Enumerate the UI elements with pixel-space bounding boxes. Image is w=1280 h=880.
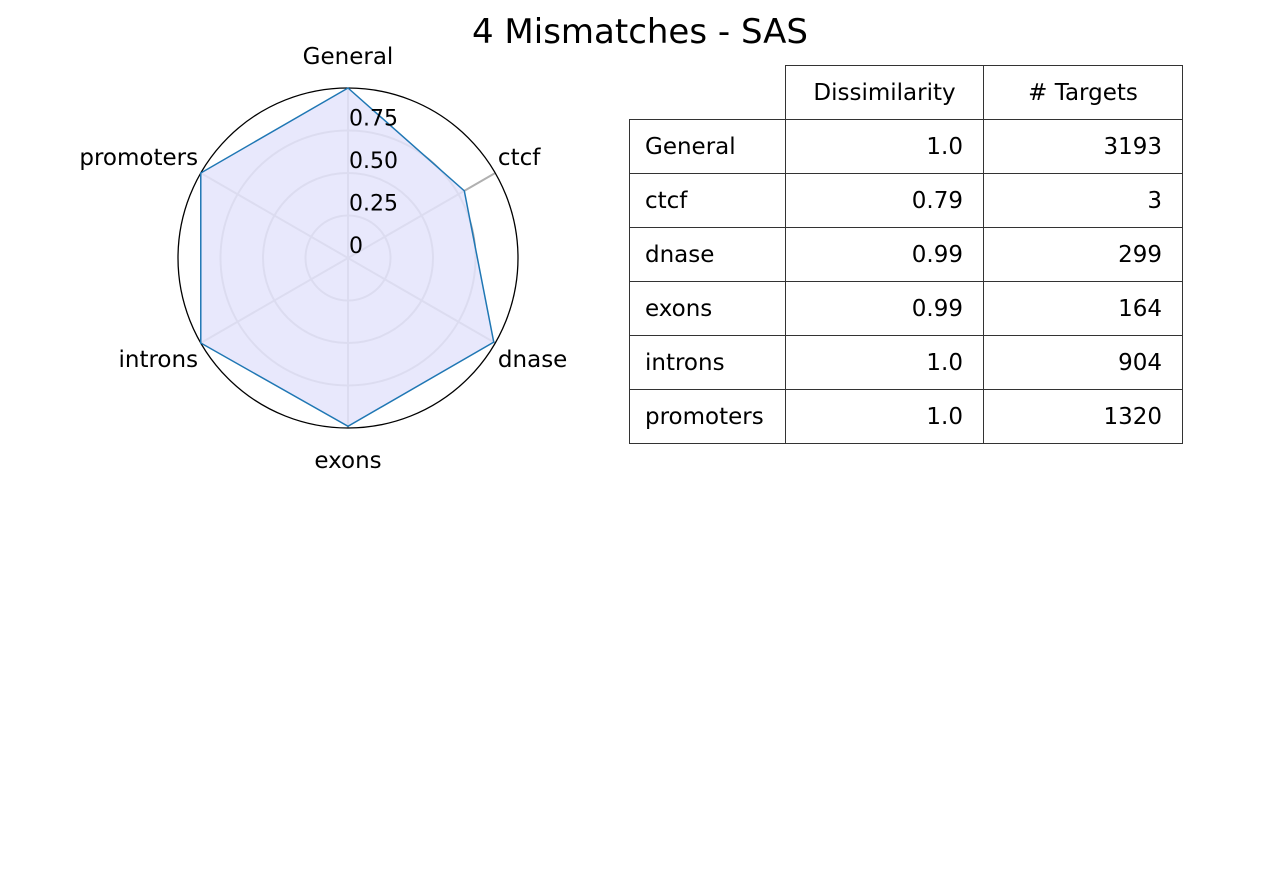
- dissimilarity-cell: 1.0: [785, 389, 984, 444]
- stats-table: Dissimilarity # Targets General 1.0 3193…: [629, 65, 1183, 444]
- radial-tick-labels: 0 0.25 0.50 0.75: [349, 107, 398, 260]
- table-row: exons 0.99 164: [629, 281, 1183, 336]
- category-label-ctcf: ctcf: [498, 145, 541, 171]
- targets-cell: 3193: [983, 119, 1183, 174]
- dissimilarity-cell: 0.99: [785, 227, 984, 282]
- radar-data: [200, 87, 495, 428]
- radial-tick-label: 0.25: [349, 192, 398, 217]
- targets-cell: 164: [983, 281, 1183, 336]
- page-title: 4 Mismatches - SAS: [471, 12, 809, 52]
- category-label-General: General: [303, 44, 394, 70]
- radial-tick-label: 0.50: [349, 149, 398, 174]
- table-header-targets: # Targets: [983, 65, 1183, 120]
- row-label: dnase: [629, 227, 786, 282]
- targets-cell: 1320: [983, 389, 1183, 444]
- table-row: promoters 1.0 1320: [629, 389, 1183, 444]
- row-label: promoters: [629, 389, 786, 444]
- table-row: dnase 0.99 299: [629, 227, 1183, 282]
- category-labels: General ctcf dnase exons introns promoters: [79, 44, 567, 474]
- table-header-dissimilarity: Dissimilarity: [785, 65, 984, 120]
- table-row: General 1.0 3193: [629, 119, 1183, 174]
- category-label-promoters: promoters: [79, 145, 198, 171]
- row-label: ctcf: [629, 173, 786, 228]
- row-label: exons: [629, 281, 786, 336]
- radial-tick-label: 0.75: [349, 107, 398, 132]
- targets-cell: 904: [983, 335, 1183, 390]
- radial-tick-label: 0: [349, 234, 363, 259]
- targets-cell: 299: [983, 227, 1183, 282]
- row-label: General: [629, 119, 786, 174]
- radar-chart: 0 0.25 0.50 0.75 General ctcf dnase exons intro…: [79, 44, 567, 474]
- table-row: ctcf 0.79 3: [629, 173, 1183, 228]
- dissimilarity-cell: 0.99: [785, 281, 984, 336]
- table-header-row: Dissimilarity # Targets: [630, 65, 1183, 120]
- targets-cell: 3: [983, 173, 1183, 228]
- table-row: introns 1.0 904: [629, 335, 1183, 390]
- category-label-introns: introns: [118, 347, 198, 373]
- table-header-blank: [630, 66, 786, 120]
- category-label-dnase: dnase: [498, 347, 567, 373]
- row-label: introns: [629, 335, 786, 390]
- category-label-exons: exons: [314, 448, 381, 474]
- dissimilarity-cell: 0.79: [785, 173, 984, 228]
- dissimilarity-cell: 1.0: [785, 335, 984, 390]
- data-area: [200, 88, 494, 427]
- dissimilarity-cell: 1.0: [785, 119, 984, 174]
